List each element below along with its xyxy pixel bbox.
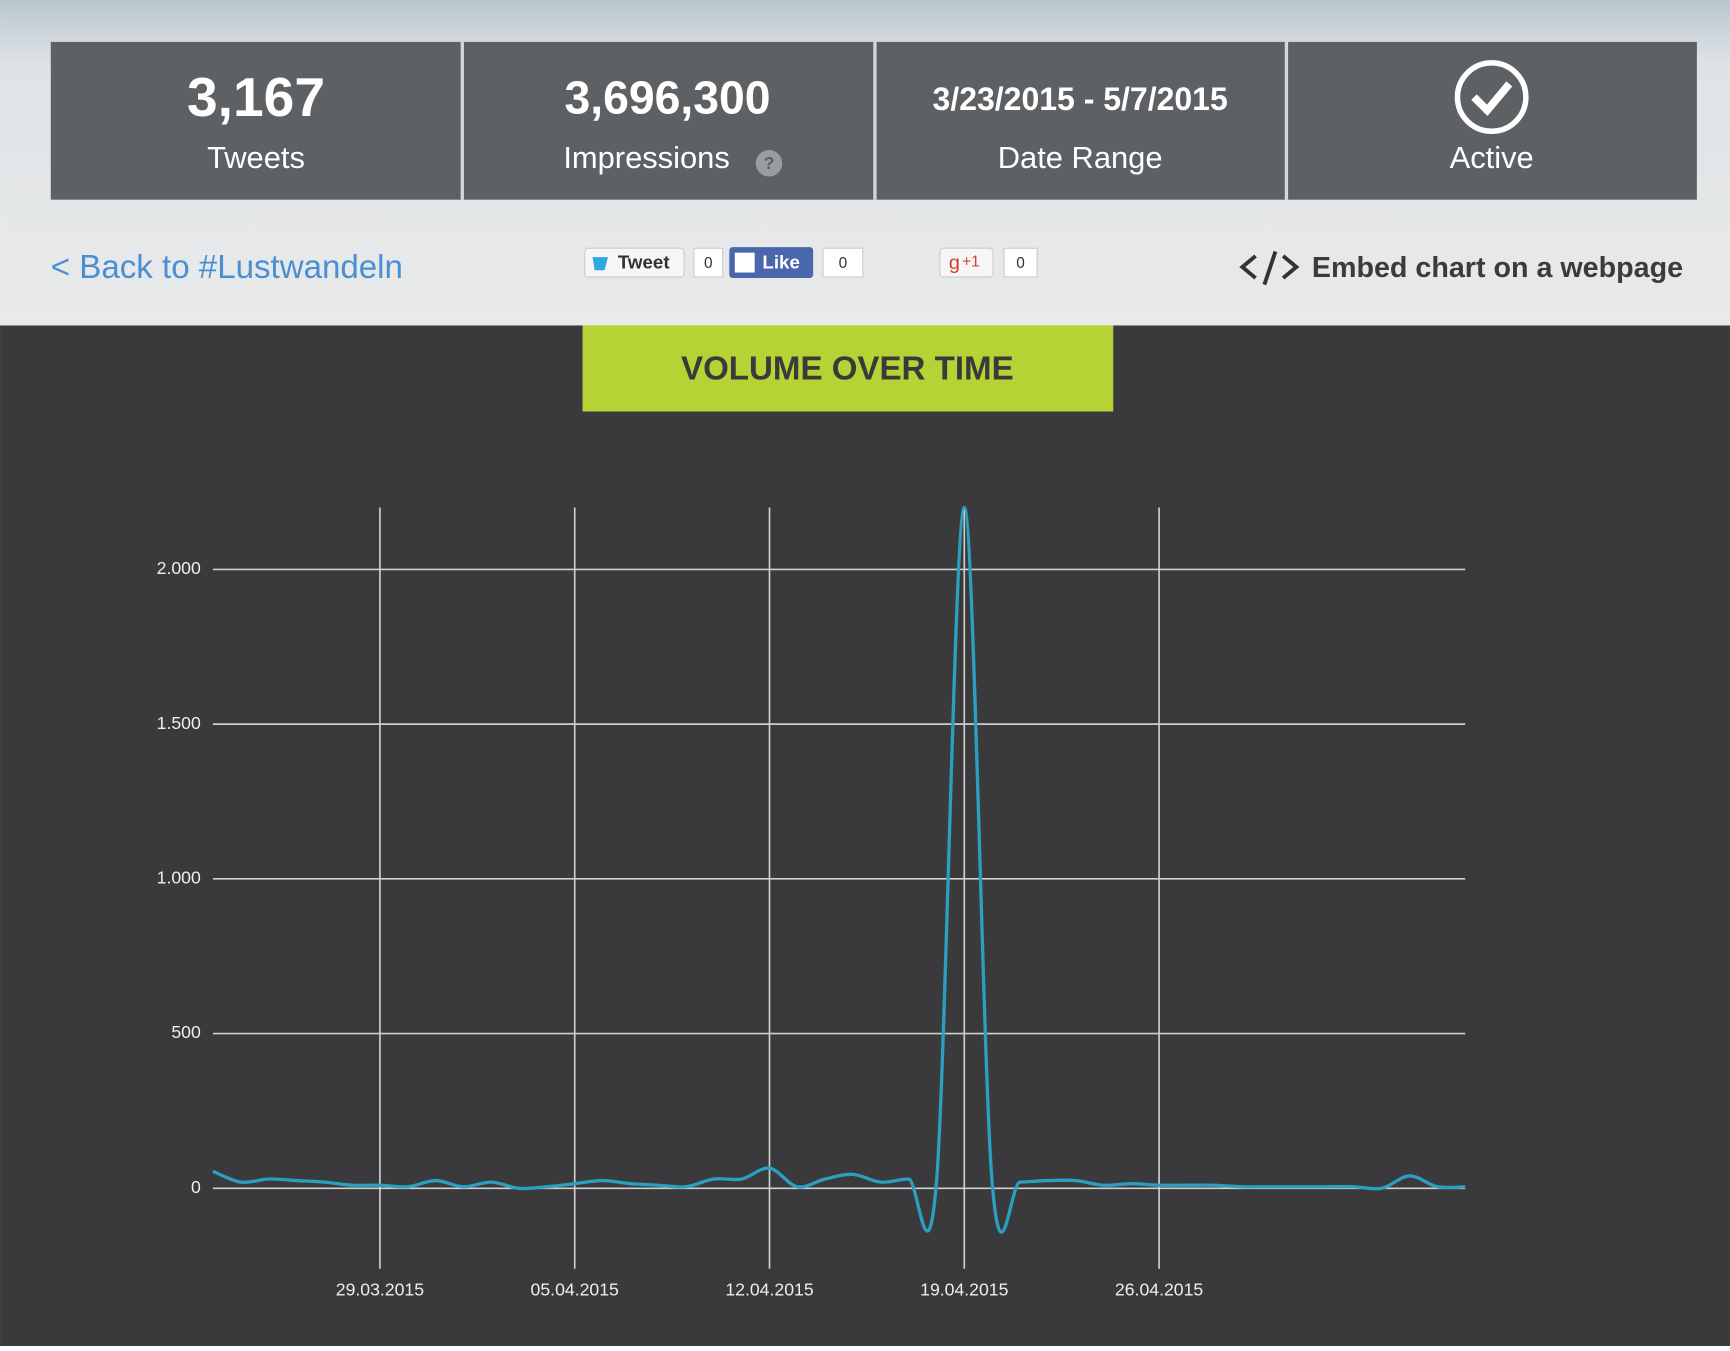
stat-label: Date Range — [998, 140, 1163, 175]
chart-bg — [0, 325, 1730, 1346]
tweet-label: Tweet — [618, 252, 671, 273]
x-tick-label: 26.04.2015 — [1115, 1279, 1203, 1299]
stat-dividers — [460, 41, 1289, 200]
y-tick-label: 500 — [171, 1022, 201, 1042]
x-tick-label: 29.03.2015 — [336, 1279, 424, 1299]
gplus-label: +1 — [962, 254, 980, 271]
stat-value: 3/23/2015 - 5/7/2015 — [933, 81, 1228, 117]
stat-value: 3,167 — [187, 66, 325, 128]
tweet-count: 0 — [704, 255, 713, 272]
data-line — [212, 505, 1466, 1234]
chart-title-bg — [582, 325, 1114, 412]
plot: 0 500 1.000 1.500 2.000 29.03.2015 05.04.2015 1… — [157, 505, 1466, 1299]
count-box — [822, 247, 864, 278]
count-box — [1003, 247, 1038, 278]
twitter-icon — [592, 257, 608, 271]
help-icon-mark: ? — [764, 153, 775, 173]
y-tick-label: 1.000 — [157, 868, 201, 888]
gplus-button[interactable] — [939, 247, 994, 278]
back-link[interactable]: < Back to #Lustwandeln — [51, 249, 403, 286]
gplus-g: g — [949, 252, 960, 274]
like-label: Like — [762, 252, 800, 273]
active-check — [1471, 81, 1513, 117]
gplus-count: 0 — [1016, 255, 1025, 272]
fb-icon — [734, 252, 755, 273]
tweet-button[interactable] — [584, 247, 685, 278]
x-tick-label: 05.04.2015 — [531, 1279, 619, 1299]
active-icon — [1454, 60, 1529, 135]
like-count: 0 — [839, 255, 848, 272]
help-icon[interactable] — [755, 150, 783, 177]
stat-label: Impressions — [563, 140, 729, 175]
y-tick-label: 1.500 — [157, 713, 201, 733]
x-tick-label: 12.04.2015 — [725, 1279, 813, 1299]
embed-link[interactable]: Embed chart on a webpage — [1312, 252, 1683, 284]
y-tick-label: 0 — [191, 1177, 201, 1197]
embed-icon — [1239, 250, 1300, 286]
stat-label: Tweets — [207, 140, 305, 175]
x-tick-label: 19.04.2015 — [920, 1279, 1008, 1299]
chart-title: VOLUME OVER TIME — [681, 350, 1014, 387]
stat-value: 3,696,300 — [564, 72, 770, 124]
count-box — [693, 247, 724, 278]
stat-label: Active — [1450, 140, 1534, 175]
y-tick-label: 2.000 — [157, 558, 201, 578]
